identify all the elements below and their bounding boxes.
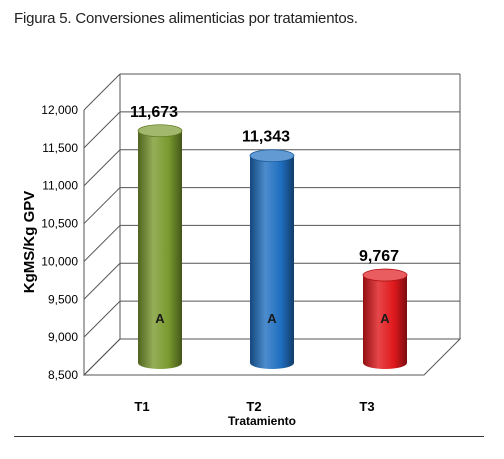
bottom-rule: [14, 436, 484, 437]
gridline-side: [83, 338, 121, 376]
bar-body: [363, 275, 407, 369]
bar-top: [249, 149, 295, 163]
bar-T3: [362, 268, 408, 369]
gridline-side: [83, 187, 121, 224]
group-letter: A: [267, 311, 277, 326]
value-label: 9,767: [359, 248, 399, 265]
gridline-side: [83, 73, 121, 111]
value-label: 11,673: [130, 104, 178, 121]
bar-top: [137, 124, 183, 138]
x-tick-label: T2: [246, 399, 261, 414]
bar-T2: [249, 149, 295, 369]
y-tick-label: 8,500: [48, 368, 78, 382]
y-tick-label: 11,500: [42, 141, 78, 155]
y-tick-label: 10,000: [41, 254, 78, 268]
x-axis-label: Tratamiento: [228, 414, 296, 428]
y-tick-label: 10,500: [41, 217, 78, 231]
bar-top: [362, 268, 408, 282]
bar-T1: [137, 124, 183, 369]
figure-caption: Figura 5. Conversiones alimenticias por …: [14, 10, 358, 27]
bar-body: [138, 130, 182, 369]
bar-body: [250, 155, 294, 369]
value-labels: A 11,673 A 11,343 A 9,767: [130, 104, 399, 326]
x-tick-labels: T1 T2 T3: [134, 399, 374, 414]
y-axis-label: KgMS/Kg GPV: [21, 191, 38, 294]
gridline-side: [83, 225, 121, 262]
value-label: 11,343: [242, 129, 290, 146]
y-tick-label: 11,000: [42, 179, 78, 193]
gridline-side: [83, 149, 121, 187]
group-letter: A: [155, 311, 165, 326]
gridline-side: [83, 262, 121, 300]
x-tick-label: T3: [359, 399, 374, 414]
x-tick-label: T1: [134, 399, 149, 414]
y-tick-label: 9,000: [48, 330, 78, 344]
y-tick-label: 9,500: [48, 292, 78, 306]
gridline-side: [83, 111, 121, 149]
y-tick-labels: 8,500 9,000 9,500 10,000 10,500 11,000 11,500 1…: [41, 103, 78, 382]
y-tick-label: 12,000: [41, 103, 78, 117]
bar-layer: [137, 124, 408, 369]
group-letter: A: [380, 311, 390, 326]
gridline-side: [83, 300, 121, 338]
